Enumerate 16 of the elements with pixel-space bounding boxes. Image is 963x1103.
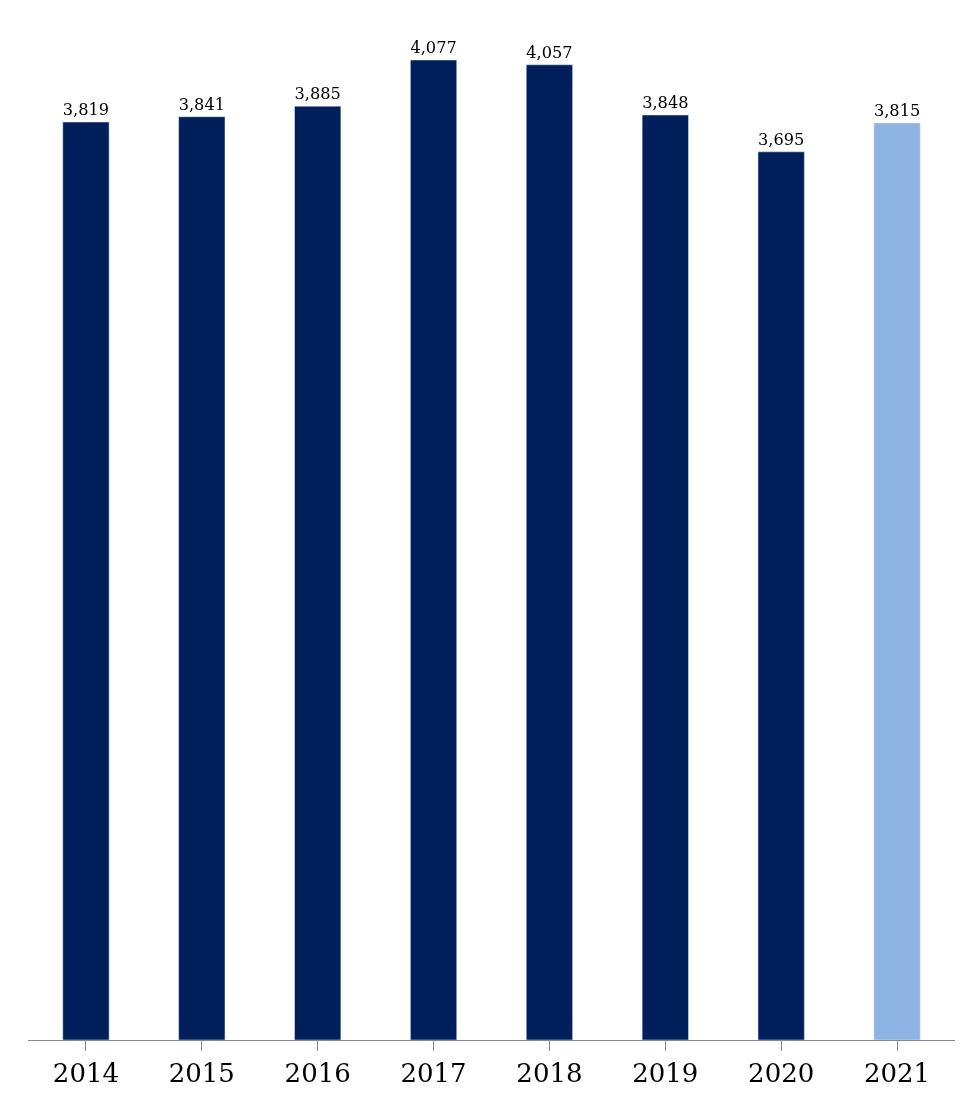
data-label: 3,695	[758, 130, 805, 150]
x-tick-label: 2018	[516, 1058, 583, 1089]
data-label: 3,815	[873, 101, 921, 121]
x-tick-label: 2021	[863, 1058, 931, 1089]
x-tick-label: 2020	[748, 1058, 815, 1089]
data-label: 3,885	[294, 84, 341, 104]
data-label: 4,057	[526, 43, 573, 63]
x-tick-label: 2015	[168, 1058, 235, 1089]
x-tick-label: 2019	[632, 1058, 699, 1089]
data-label: 3,848	[642, 93, 689, 113]
x-tick-label: 2016	[284, 1058, 351, 1089]
x-tick-label: 2014	[52, 1058, 120, 1089]
data-label: 3,841	[178, 94, 225, 114]
x-tick-label: 2017	[400, 1058, 467, 1089]
data-label: 4,077	[410, 38, 457, 58]
data-label: 3,819	[62, 100, 110, 120]
